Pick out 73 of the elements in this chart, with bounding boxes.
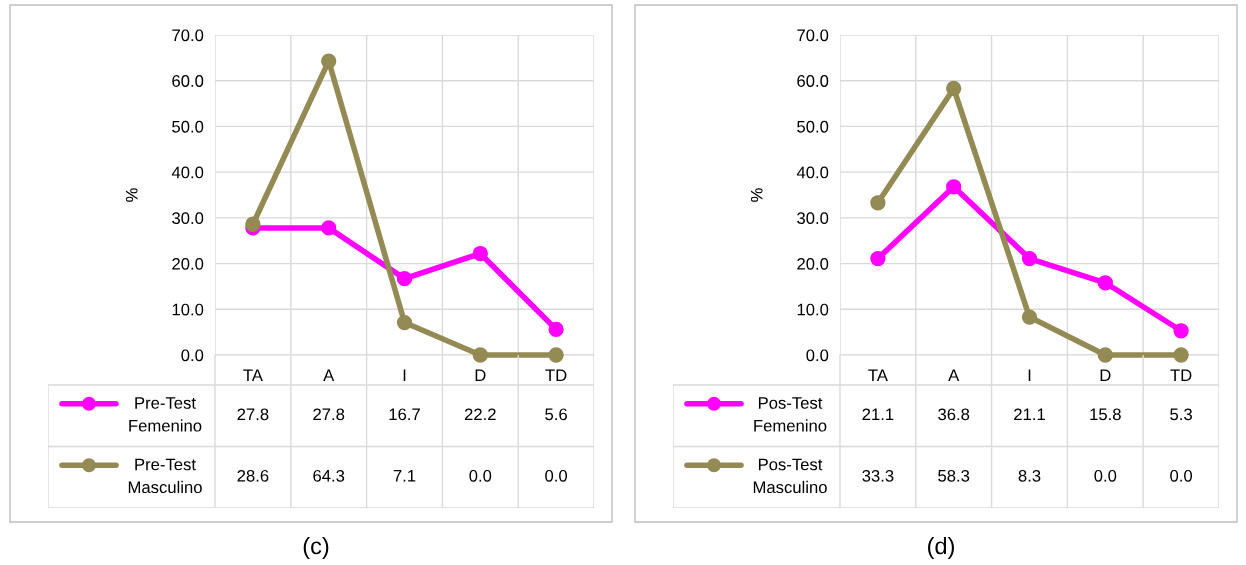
legend-label: Pos-Test Femenino xyxy=(754,397,827,432)
point xyxy=(1021,309,1038,325)
x-tick-label: TA xyxy=(243,369,263,381)
point xyxy=(1097,275,1113,291)
y-tick-label: 70.0 xyxy=(172,29,204,42)
y-tick-label: 30.0 xyxy=(172,212,204,225)
data-label: 15.8 xyxy=(1090,408,1121,421)
y-tick-label: 60.0 xyxy=(172,75,204,87)
point xyxy=(548,347,564,363)
point xyxy=(1021,250,1038,267)
point xyxy=(245,216,261,232)
point xyxy=(321,220,337,236)
x-tick-label: I xyxy=(1028,369,1031,381)
y-tick-label: 70.0 xyxy=(797,29,829,42)
x-tick-label: D xyxy=(475,369,486,381)
point xyxy=(472,347,488,363)
legend-label: Pre-Test Masculino xyxy=(128,458,202,494)
legend-label: Pre-Test Femenino xyxy=(129,397,202,432)
x-tick-label: A xyxy=(948,369,960,381)
y-tick-label: 40.0 xyxy=(171,166,204,179)
data-label: 28.6 xyxy=(237,469,269,482)
data-label: 36.8 xyxy=(938,408,970,421)
y-tick-label: 0.0 xyxy=(806,349,829,362)
point xyxy=(870,250,886,267)
data-label: 22.2 xyxy=(464,408,496,421)
x-tick-label: A xyxy=(323,369,335,381)
y-tick-label: 20.0 xyxy=(172,257,204,270)
point xyxy=(321,53,337,69)
text: (c) xyxy=(303,536,329,559)
data-label: 8.3 xyxy=(1018,469,1041,482)
y-tick-label: 10.0 xyxy=(797,303,829,316)
y-tick-label: 40.0 xyxy=(796,166,829,179)
y-axis-title: % xyxy=(125,188,138,202)
data-label: 33.3 xyxy=(862,469,894,482)
data-label: 0.0 xyxy=(1094,469,1117,482)
data-label: 0.0 xyxy=(1170,469,1193,482)
y-tick-label: 50.0 xyxy=(797,120,829,133)
point xyxy=(946,80,962,97)
data-label: 5.6 xyxy=(545,408,567,421)
data-label: 21.1 xyxy=(1014,408,1045,421)
x-tick-label: I xyxy=(403,369,406,381)
point xyxy=(472,245,488,262)
point xyxy=(396,271,413,287)
point xyxy=(548,321,564,338)
point xyxy=(1173,347,1189,363)
y-tick-label: 0.0 xyxy=(181,349,204,362)
x-tick-label: TA xyxy=(868,369,888,381)
data-label: 0.0 xyxy=(545,469,568,482)
data-label: 16.7 xyxy=(389,408,420,421)
y-tick-label: 20.0 xyxy=(797,257,829,270)
point xyxy=(396,314,413,331)
point xyxy=(1097,347,1113,363)
data-label: 5.3 xyxy=(1170,408,1192,421)
x-tick-label: D xyxy=(1100,369,1111,381)
y-tick-label: 50.0 xyxy=(172,120,204,133)
data-label: 7.1 xyxy=(393,470,416,482)
y-tick-label: 10.0 xyxy=(172,303,204,316)
data-label: 27.8 xyxy=(313,408,345,421)
data-label: 27.8 xyxy=(237,408,269,421)
point xyxy=(1173,323,1189,339)
y-axis-title: % xyxy=(750,188,763,202)
data-label: 64.3 xyxy=(313,469,345,482)
data-label: 21.1 xyxy=(862,408,894,421)
x-tick-label: TD xyxy=(1170,369,1192,381)
text: (d) xyxy=(928,536,954,559)
data-label: 0.0 xyxy=(469,469,492,482)
legend-label: Pos-Test Masculino xyxy=(753,458,827,494)
point xyxy=(946,179,962,195)
y-tick-label: 60.0 xyxy=(797,75,829,87)
x-tick-label: TD xyxy=(545,369,567,381)
data-label: 58.3 xyxy=(938,469,970,482)
y-tick-label: 30.0 xyxy=(797,212,829,225)
point xyxy=(870,195,886,211)
